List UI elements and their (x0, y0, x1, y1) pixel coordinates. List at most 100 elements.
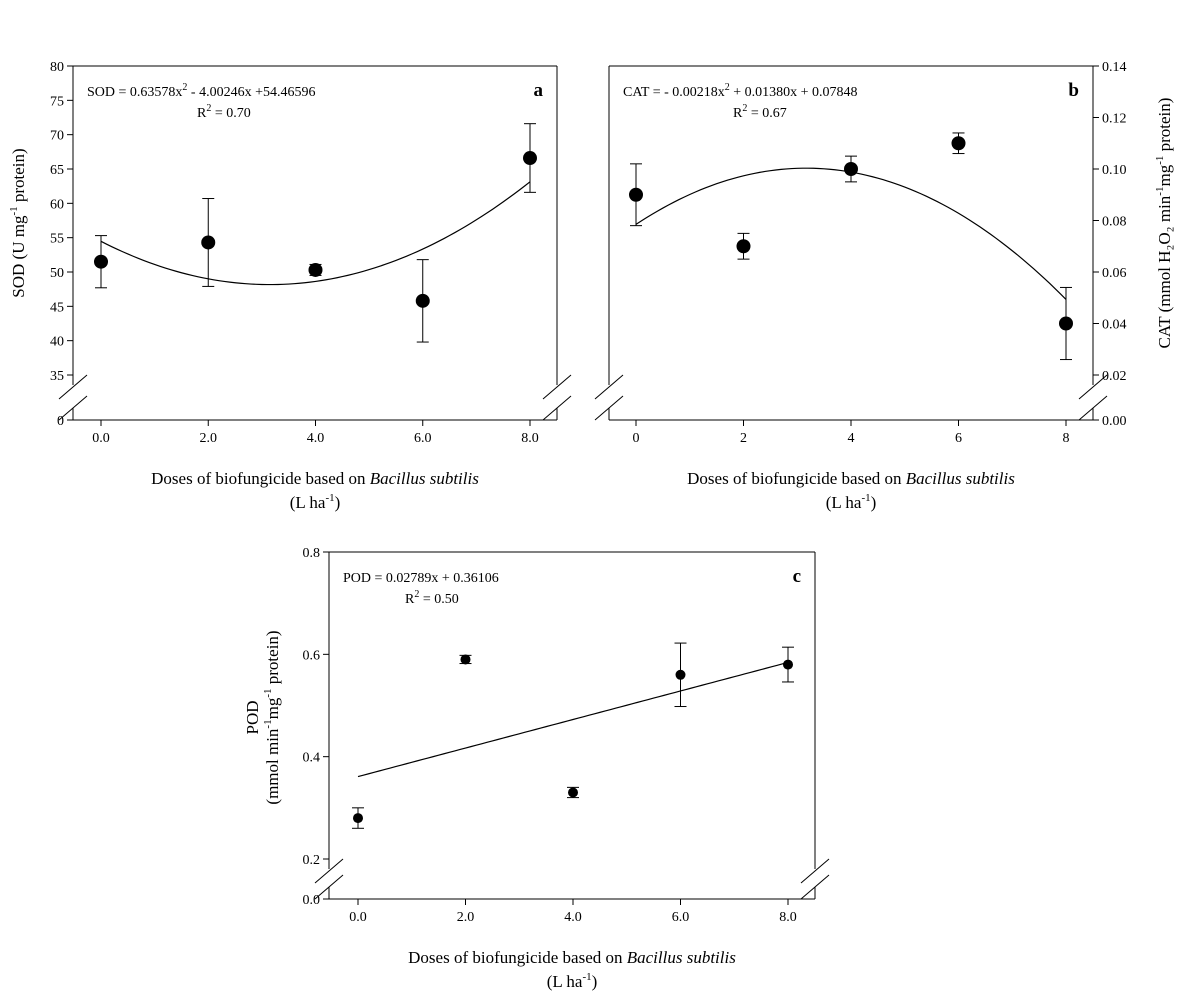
equation-text: CAT = - 0.00218x (623, 85, 725, 100)
panel-letter: b (1068, 80, 1079, 101)
x-tick-label: 2 (740, 431, 747, 446)
panel-letter: a (534, 80, 544, 101)
y-tick-label: 0.02 (1102, 369, 1127, 384)
x-tick-label: 8.0 (779, 910, 797, 925)
y-axis-title-text: CAT (mmol H₂O₂ min (1155, 195, 1174, 348)
data-point (460, 654, 471, 665)
data-point (675, 669, 686, 680)
data-point (353, 813, 363, 824)
y-axis-title: CAT (mmol H₂O₂ min-1mg-1 protein) (1154, 98, 1174, 349)
y-tick-label: 0.4 (303, 751, 321, 766)
data-point (736, 239, 751, 254)
y-tick-label: 50 (50, 266, 64, 281)
x-axis-title-text: Doses of biofungicide based on (687, 469, 906, 488)
data-point (415, 293, 430, 308)
x-unit-text: ) (592, 972, 598, 991)
y-axis-title-superscript: -1 (8, 206, 20, 215)
y-axis-title-superscript: -1 (1154, 187, 1166, 196)
y-tick-label: 0.10 (1102, 163, 1127, 178)
x-unit-text: ) (871, 493, 877, 512)
y-tick-label: 0.12 (1102, 112, 1127, 127)
data-point (94, 254, 108, 269)
x-unit-text: (L ha (547, 972, 583, 991)
x-tick-label: 2.0 (200, 431, 218, 446)
regression-line (635, 167, 1067, 300)
y-axis-title-text: mg (1155, 164, 1174, 186)
x-tick-label: 6 (955, 431, 962, 446)
r-squared: R2 = 0.67 (733, 103, 787, 121)
x-tick-label: 0.0 (92, 431, 110, 446)
equation-text: SOD = 0.63578x (87, 85, 182, 100)
y-tick-label: 35 (50, 369, 64, 384)
axis-break-mark (542, 395, 572, 421)
r2-text: = 0.50 (419, 592, 458, 607)
y-tick-label: 0.00 (1102, 414, 1127, 429)
data-point (523, 151, 537, 166)
y-tick-label: 65 (50, 163, 64, 178)
data-point (1059, 316, 1073, 331)
y-tick-label: 40 (50, 335, 64, 350)
r2-text: = 0.67 (747, 106, 786, 121)
data-point (568, 787, 578, 798)
x-axis-title-text: Doses of biofungicide based on (151, 469, 370, 488)
axis-break-mark (314, 858, 344, 884)
x-unit-text: (L ha (290, 493, 326, 512)
x-axis-title-italic: Bacillus subtilis (370, 469, 479, 488)
x-axis-title-italic: Bacillus subtilis (906, 469, 1015, 488)
y-tick-label: 0.2 (303, 853, 321, 868)
y-tick-label: 70 (50, 129, 64, 144)
x-unit-text: (L ha (826, 493, 862, 512)
y-axis-title-superscript: -1 (262, 688, 274, 697)
x-tick-label: 6.0 (672, 910, 690, 925)
r2-text: = 0.70 (211, 106, 250, 121)
y-axis-title-superscript: -1 (262, 719, 274, 728)
x-axis-title-text: Doses of biofungicide based on (408, 948, 627, 967)
y-axis-title-line2: (mmol min-1mg-1 protein) (262, 630, 282, 804)
x-axis-unit: (L ha-1) (547, 971, 598, 991)
x-axis-title: Doses of biofungicide based on Bacillus … (687, 469, 1015, 488)
y-tick-label: 75 (50, 94, 64, 109)
y-tick-label: 60 (50, 197, 64, 212)
r2-superscript: 2 (414, 589, 419, 600)
x-tick-label: 6.0 (414, 431, 432, 446)
chart-panel-b: 0.02 0.04 0.06 0.08 0.10 0.12 0.14 0.00 0 2 4 6 8 CAT… (594, 60, 1174, 512)
x-axis-title-italic: Bacillus subtilis (627, 948, 736, 967)
y-tick-label: 0.06 (1102, 266, 1127, 281)
y-axis-title-superscript: -1 (1154, 156, 1166, 165)
axis-break-mark (542, 374, 572, 400)
y-axis-title-text: protein) (1155, 98, 1174, 156)
axis-break-mark (1078, 374, 1108, 400)
y-axis-title-text: (mmol min (263, 728, 282, 805)
x-tick-label: 2.0 (457, 910, 475, 925)
y-tick-label: 55 (50, 232, 64, 247)
y-axis-title-text: mg (263, 697, 282, 719)
data-point (783, 659, 793, 670)
regression-line (357, 661, 789, 778)
equation-text: - 4.00246x +54.46596 (187, 85, 315, 100)
y-tick-label: 80 (50, 60, 64, 75)
x-axis-title: Doses of biofungicide based on Bacillus … (408, 948, 736, 967)
x-tick-label: 4 (848, 431, 855, 446)
y-tick-label: 0.8 (303, 546, 321, 561)
y-tick-label: 0.6 (303, 648, 321, 663)
axis-break-mark (800, 874, 830, 900)
x-axis-title: Doses of biofungicide based on Bacillus … (151, 469, 479, 488)
r2-text: R (733, 106, 743, 121)
y-axis-title-line1: POD (243, 700, 262, 734)
r2-superscript: 2 (742, 103, 747, 114)
y-tick-label: 0.04 (1102, 318, 1127, 333)
x-tick-label: 4.0 (307, 431, 325, 446)
r-squared: R2 = 0.70 (197, 103, 251, 121)
data-point (308, 262, 323, 277)
equation-superscript: 2 (725, 82, 730, 93)
axis-break-mark (58, 374, 88, 400)
y-axis-title-text: SOD (U mg (9, 215, 28, 298)
r2-superscript: 2 (206, 103, 211, 114)
r2-text: R (405, 592, 415, 607)
x-tick-label: 8 (1063, 431, 1070, 446)
axis-break-mark (594, 374, 624, 400)
y-tick-label: 45 (50, 300, 64, 315)
x-unit-superscript: -1 (582, 971, 591, 983)
r-squared: R2 = 0.50 (405, 589, 459, 607)
r2-text: R (197, 106, 207, 121)
